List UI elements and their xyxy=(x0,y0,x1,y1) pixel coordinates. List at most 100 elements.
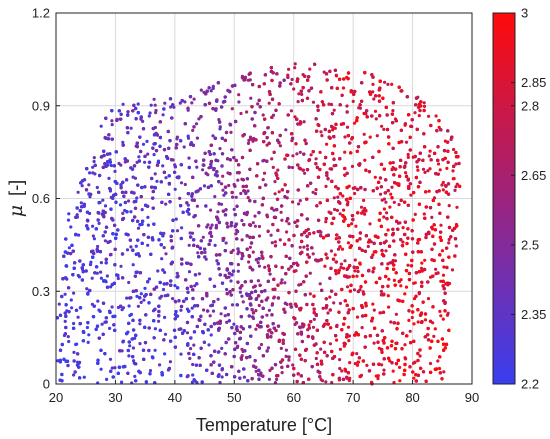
scatter-point xyxy=(108,357,113,361)
scatter-point xyxy=(398,365,402,369)
scatter-point xyxy=(437,366,442,371)
scatter-point xyxy=(110,119,114,123)
scatter-point xyxy=(92,156,96,160)
scatter-point xyxy=(404,171,408,175)
scatter-point xyxy=(392,278,396,282)
scatter-point xyxy=(284,128,288,132)
scatter-point xyxy=(356,269,360,274)
scatter-point xyxy=(309,153,313,157)
scatter-point xyxy=(284,348,288,352)
scatter-point xyxy=(318,282,322,286)
scatter-point xyxy=(249,96,253,100)
scatter-point xyxy=(262,171,267,175)
scatter-point xyxy=(105,377,109,381)
scatter-point xyxy=(219,312,223,316)
scatter-point xyxy=(436,359,440,363)
scatter-point xyxy=(279,346,283,350)
scatter-point xyxy=(406,155,410,159)
scatter-point xyxy=(195,136,199,140)
scatter-point xyxy=(142,298,146,302)
scatter-point xyxy=(270,303,274,307)
scatter-point xyxy=(220,346,224,350)
scatter-point xyxy=(355,363,360,367)
scatter-point xyxy=(72,321,76,326)
scatter-point xyxy=(297,92,301,96)
scatter-point xyxy=(85,325,89,330)
scatter-point xyxy=(311,252,315,256)
scatter-point xyxy=(240,257,244,261)
scatter-point xyxy=(266,346,270,350)
scatter-point xyxy=(222,193,226,197)
scatter-point xyxy=(110,123,114,127)
scatter-point xyxy=(355,274,359,278)
scatter-point xyxy=(280,218,284,222)
scatter-point xyxy=(134,244,138,248)
scatter-point xyxy=(372,308,376,312)
scatter-point xyxy=(103,239,107,243)
scatter-point xyxy=(439,314,443,318)
scatter-point xyxy=(382,207,386,211)
scatter-point xyxy=(129,210,133,214)
scatter-point xyxy=(113,169,117,173)
scatter-point xyxy=(324,380,328,384)
scatter-point xyxy=(254,327,258,331)
scatter-point xyxy=(175,271,179,275)
scatter-point xyxy=(371,90,375,94)
scatter-point xyxy=(92,159,96,164)
scatter-point xyxy=(441,188,445,192)
scatter-point xyxy=(225,287,229,292)
scatter-point xyxy=(98,309,102,313)
scatter-point xyxy=(319,130,323,134)
scatter-point xyxy=(57,302,61,306)
scatter-point xyxy=(418,354,422,358)
scatter-point xyxy=(216,210,220,214)
scatter-point xyxy=(440,183,444,187)
scatter-point xyxy=(271,113,276,117)
scatter-point xyxy=(368,222,372,226)
scatter-point xyxy=(88,263,93,267)
scatter-point xyxy=(335,208,339,212)
scatter-point xyxy=(265,313,269,317)
scatter-point xyxy=(366,244,370,249)
scatter-point xyxy=(325,142,329,146)
scatter-point xyxy=(382,127,386,131)
scatter-point xyxy=(334,74,339,78)
scatter-point xyxy=(103,204,108,208)
scatter-point xyxy=(403,343,407,347)
scatter-point xyxy=(238,290,242,294)
scatter-point xyxy=(406,263,410,267)
scatter-point xyxy=(125,296,129,300)
scatter-point xyxy=(379,289,383,293)
scatter-point xyxy=(236,269,240,273)
scatter-point xyxy=(408,329,412,333)
scatter-point xyxy=(191,362,195,367)
scatter-point xyxy=(306,253,310,257)
scatter-point xyxy=(119,163,123,167)
scatter-point xyxy=(232,322,236,326)
scatter-point xyxy=(285,219,289,223)
scatter-point xyxy=(91,224,95,228)
scatter-point xyxy=(143,286,147,290)
scatter-point xyxy=(394,312,398,316)
scatter-point xyxy=(428,361,433,366)
scatter-point xyxy=(136,304,140,308)
scatter-point xyxy=(452,177,456,181)
scatter-point xyxy=(350,222,354,226)
scatter-point xyxy=(371,253,375,257)
scatter-point xyxy=(139,300,143,304)
scatter-point xyxy=(101,198,105,202)
scatter-point xyxy=(154,111,158,115)
scatter-point xyxy=(76,190,80,194)
scatter-point xyxy=(412,297,417,301)
scatter-point xyxy=(121,102,125,106)
scatter-point xyxy=(261,159,265,163)
scatter-point xyxy=(218,147,222,151)
scatter-point xyxy=(174,217,178,221)
scatter-point xyxy=(211,134,215,138)
scatter-point xyxy=(447,204,451,208)
scatter-point xyxy=(161,164,165,168)
scatter-point xyxy=(413,111,417,115)
scatter-point xyxy=(422,212,426,216)
scatter-point xyxy=(172,105,176,109)
